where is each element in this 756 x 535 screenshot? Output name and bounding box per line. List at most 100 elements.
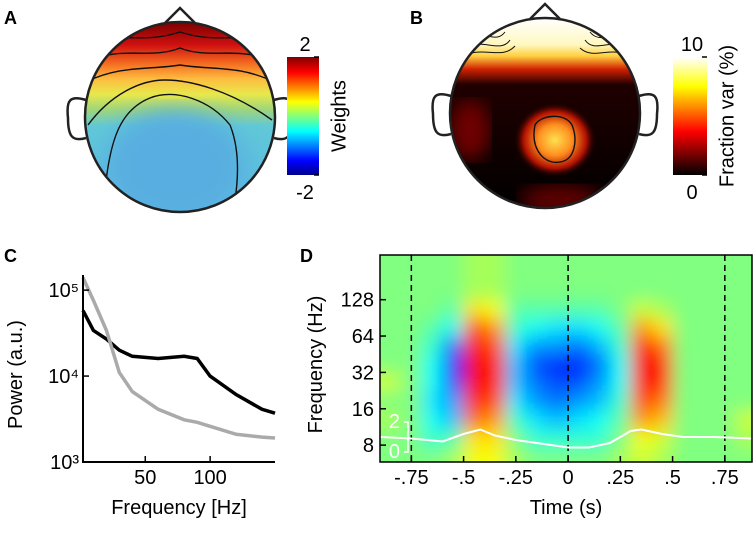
map (520, 185, 600, 208)
contour (87, 47, 273, 63)
y-axis-label: Power (a.u.) (5, 320, 27, 429)
heatmap-cell (442, 372, 465, 392)
heatmap-cell (693, 354, 715, 373)
heatmap-cell (735, 409, 752, 430)
heatmap-cell (735, 255, 752, 301)
topomap-fill (85, 22, 275, 212)
heatmap-cell (588, 335, 611, 355)
heatmap-cell (505, 317, 527, 337)
heatmap-cell (609, 255, 632, 301)
heatmap-cell (588, 409, 611, 430)
heatmap-cell (484, 372, 506, 392)
heatmap-cell (630, 449, 653, 462)
y-tick-label: 64 (352, 326, 374, 348)
heatmap-cell (484, 299, 506, 319)
heatmap-cell (380, 354, 402, 373)
ear (638, 92, 659, 137)
heatmap-cell (630, 354, 653, 373)
heatmap-cell (547, 255, 569, 301)
heatmap-cell (609, 299, 632, 319)
colorbar-tick-label: -2 (296, 182, 314, 204)
heatmap-cell (609, 317, 632, 337)
heatmap-cell (442, 449, 465, 462)
panel-label: C (4, 246, 17, 266)
heatmap-cell (463, 335, 485, 355)
x-axis-label: Frequency [Hz] (111, 497, 247, 519)
heatmap-cell (547, 449, 569, 462)
heatmap-cell (484, 354, 506, 373)
heatmap-cell (380, 390, 402, 411)
heatmap-cell (380, 449, 402, 462)
heatmap-cell (672, 354, 694, 373)
heatmap-cell (463, 409, 485, 430)
heatmap-cell (526, 255, 548, 301)
heatmap-cell (442, 390, 465, 411)
y-tick-label: 10⁵ (48, 280, 79, 302)
heatmap-cell (609, 372, 632, 392)
y-tick-label: 10³ (50, 452, 79, 474)
heatmap-cell (693, 429, 715, 451)
heatmap-cell (505, 335, 527, 355)
heatmap-cell (672, 335, 694, 355)
heatmap-cell (421, 390, 444, 411)
heatmap-cell (380, 299, 402, 319)
ear (66, 96, 87, 141)
x-tick-label: 100 (193, 467, 226, 489)
heatmap-cell (421, 255, 444, 301)
heatmap-cell (672, 317, 694, 337)
heatmap-cell (568, 255, 590, 301)
heatmap-cell (693, 299, 715, 319)
heatmap-cell (588, 390, 611, 411)
heatmap-cell (505, 255, 527, 301)
heatmap-cell (609, 390, 632, 411)
heatmap-cell (735, 317, 752, 337)
heatmap (380, 255, 752, 462)
heatmap-cell (505, 390, 527, 411)
heatmap-cell (651, 335, 674, 355)
y-tick-label: 16 (352, 399, 374, 421)
heatmap-cell (526, 354, 548, 373)
heatmap-cell (630, 429, 653, 451)
heatmap-cell (421, 372, 444, 392)
heatmap-cell (442, 429, 465, 451)
heatmap-cell (547, 354, 569, 373)
heatmap-cell (568, 372, 590, 392)
heatmap-cell (442, 299, 465, 319)
heatmap-cell (609, 409, 632, 430)
heatmap-cell (463, 449, 485, 462)
heatmap-cell (651, 317, 674, 337)
heatmap-cell (609, 354, 632, 373)
heatmap-cell (526, 372, 548, 392)
heatmap-cell (651, 390, 674, 411)
heatmap-cell (442, 335, 465, 355)
heatmap-cell (651, 449, 674, 462)
heatmap-cell (651, 299, 674, 319)
heatmap-cell (421, 317, 444, 337)
map (450, 100, 490, 160)
nose (529, 2, 561, 20)
heatmap-cell (568, 429, 590, 451)
heatmap-cell (651, 255, 674, 301)
heatmap-cell (421, 409, 444, 430)
heatmap-cell (442, 354, 465, 373)
x-tick-label: 50 (134, 467, 156, 489)
heatmap-cell (442, 255, 465, 301)
plot-frame (379, 254, 753, 463)
heatmap-cell (505, 409, 527, 430)
amplitude-line (380, 428, 752, 449)
head (83, 20, 277, 214)
heatmap-cell (630, 317, 653, 337)
heatmap-cell (526, 409, 548, 430)
heatmap-cell (421, 354, 444, 373)
heatmap-cell (588, 299, 611, 319)
heatmap-cell (693, 390, 715, 411)
heatmap-cell (568, 317, 590, 337)
heatmap-cell (630, 390, 653, 411)
heatmap-cell (380, 335, 402, 355)
line (81, 276, 276, 440)
heatmap-cell (568, 409, 590, 430)
heatmap-cell (630, 335, 653, 355)
x-tick-label: 0 (563, 467, 574, 489)
